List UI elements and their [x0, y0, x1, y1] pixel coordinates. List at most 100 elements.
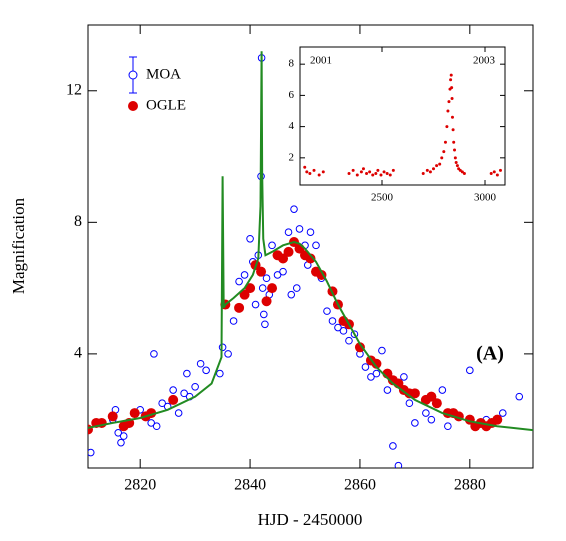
data-point	[256, 266, 267, 277]
data-point	[354, 342, 365, 353]
data-point	[303, 165, 307, 169]
data-point	[202, 366, 210, 375]
data-point	[425, 168, 429, 172]
data-point	[347, 171, 351, 175]
data-point	[454, 161, 458, 165]
data-point	[129, 408, 140, 419]
data-point	[443, 140, 447, 144]
data-point	[411, 419, 419, 427]
data-point	[196, 359, 205, 368]
data-point	[450, 97, 454, 101]
legend-label: MOA	[146, 66, 181, 82]
y-tick-label: 12	[66, 81, 82, 98]
data-point	[492, 414, 503, 425]
data-point	[489, 171, 493, 175]
data-point	[305, 253, 316, 264]
data-point	[279, 267, 287, 276]
data-point	[350, 330, 359, 338]
data-point	[435, 164, 439, 168]
x-tick-label: 2500	[371, 192, 394, 204]
data-point	[438, 386, 447, 394]
x-tick-label: 2840	[234, 477, 266, 494]
data-point	[328, 317, 337, 325]
y-tick-label: 4	[74, 345, 82, 362]
data-point	[367, 373, 375, 381]
data-point	[400, 373, 408, 381]
data-point	[183, 369, 191, 378]
data-point	[409, 388, 420, 399]
data-point	[287, 290, 296, 299]
y-tick-label: 8	[289, 58, 295, 70]
data-point	[169, 386, 177, 394]
data-point	[451, 128, 455, 132]
data-point	[119, 432, 128, 440]
data-point	[382, 170, 386, 174]
data-layer	[303, 73, 502, 177]
data-point	[334, 323, 342, 332]
data-point	[458, 168, 462, 172]
data-point	[371, 358, 382, 369]
data-point	[117, 438, 125, 447]
data-point	[152, 422, 161, 431]
data-point	[339, 327, 348, 335]
data-point	[284, 228, 293, 236]
x-tick-label: 2860	[344, 477, 376, 494]
data-point	[355, 173, 359, 177]
data-point	[262, 274, 271, 283]
data-point	[191, 382, 199, 391]
data-point	[218, 343, 227, 352]
data-point	[323, 307, 331, 315]
data-point	[455, 164, 459, 168]
data-point	[445, 125, 449, 129]
inset-plot: 2500 3000 2 4 6 8 2001 2003	[289, 46, 506, 204]
season-label: 2003	[473, 55, 496, 67]
data-point	[498, 409, 507, 417]
data-point	[150, 350, 158, 358]
data-point	[216, 369, 224, 378]
data-point	[428, 170, 432, 174]
data-point	[438, 162, 442, 166]
data-point	[426, 391, 437, 402]
data-point	[383, 386, 392, 394]
data-point	[147, 419, 155, 427]
data-point	[452, 140, 456, 144]
x-tick-label: 3000	[474, 192, 497, 204]
panel-label: (A)	[476, 343, 504, 365]
data-point	[158, 399, 166, 408]
x-tick-label: 2820	[124, 477, 156, 494]
data-point	[379, 173, 383, 177]
data-point	[283, 246, 294, 257]
data-point	[376, 168, 380, 172]
data-point	[268, 241, 276, 250]
data-point	[447, 100, 451, 104]
data-point	[278, 253, 289, 264]
data-point	[466, 366, 474, 375]
data-point	[462, 171, 466, 175]
data-point	[453, 156, 457, 160]
data-point	[394, 461, 403, 468]
season-label: 2001	[310, 55, 332, 67]
data-point	[365, 171, 369, 175]
data-point	[359, 170, 363, 174]
data-point	[498, 168, 502, 172]
data-point	[422, 409, 430, 417]
data-point	[239, 289, 250, 300]
data-point	[427, 415, 436, 424]
data-point	[432, 167, 436, 171]
data-point	[453, 148, 457, 152]
data-point	[405, 399, 414, 408]
data-point	[446, 109, 450, 113]
data-point	[292, 284, 301, 292]
data-point	[345, 336, 353, 345]
legend-marker	[128, 70, 138, 80]
data-point	[290, 205, 298, 213]
y-tick-label: 4	[289, 120, 295, 132]
y-tick-label: 6	[289, 89, 295, 101]
data-point	[385, 171, 389, 175]
data-point	[261, 296, 272, 307]
legend-label: OGLE	[146, 97, 186, 113]
data-point	[312, 168, 316, 172]
data-point	[351, 168, 355, 172]
data-point	[368, 170, 372, 174]
